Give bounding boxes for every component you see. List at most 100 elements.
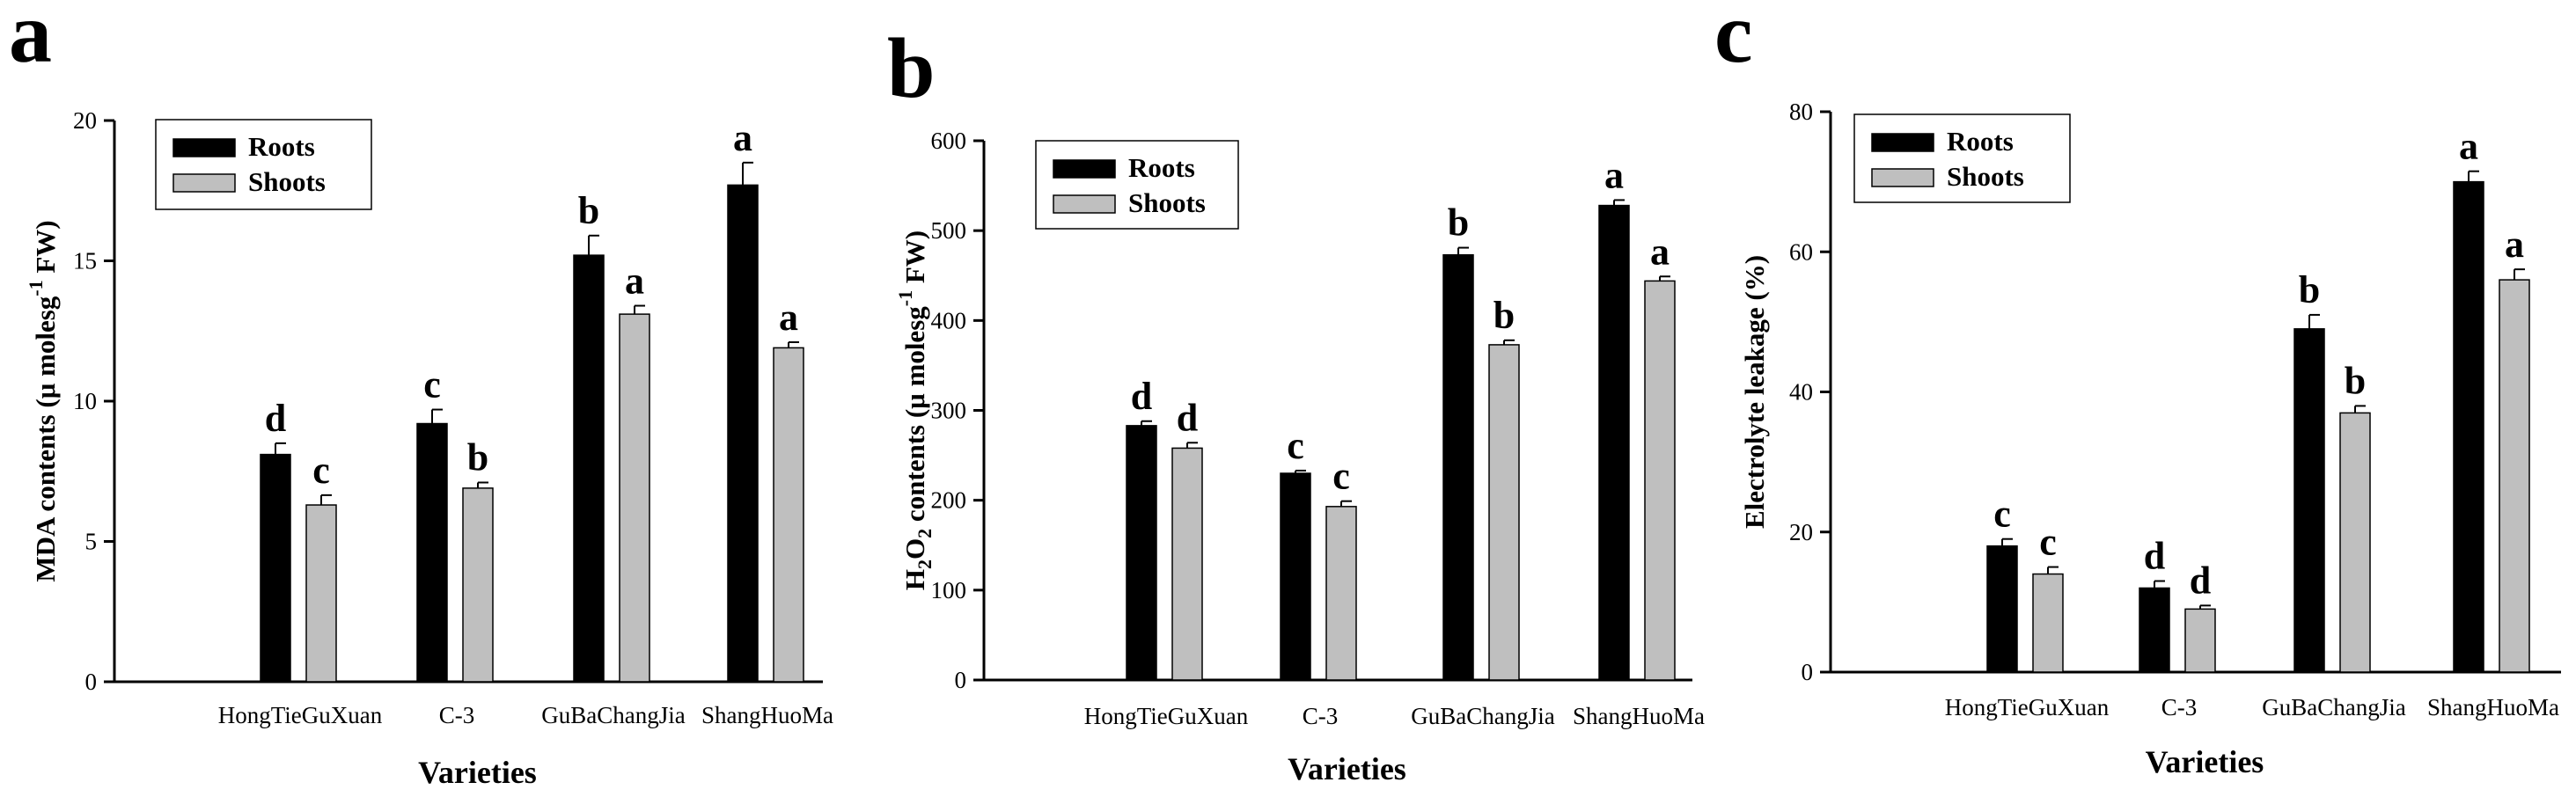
legend-label: Roots <box>1128 152 1195 183</box>
x-tick-label: GuBaChangJia <box>541 702 685 728</box>
bar-roots <box>1280 472 1311 681</box>
y-tick-label: 5 <box>85 529 98 555</box>
bar-shoots <box>619 313 650 683</box>
y-label-text: FW) <box>899 230 930 290</box>
legend-swatch-shoots <box>1871 168 1934 187</box>
significance-label: a <box>625 260 644 303</box>
bar-roots <box>1442 254 1474 681</box>
x-tick-label: HongTieGuXuan <box>1945 694 2110 720</box>
significance-label: d <box>2144 534 2165 577</box>
x-tick-label: GuBaChangJia <box>2262 694 2405 720</box>
significance-label: d <box>1131 375 1152 418</box>
bar-shoots <box>462 487 494 683</box>
y-axis-label: MDA contents (μ molesg-1 FW) <box>25 220 61 581</box>
bar-roots <box>2453 180 2484 673</box>
x-tick-label: HongTieGuXuan <box>1084 703 1249 729</box>
y-tick-label: 80 <box>1789 99 1813 125</box>
bar-shoots <box>2184 608 2216 673</box>
significance-label: b <box>1493 294 1515 337</box>
legend-box <box>1853 113 2071 203</box>
legend-box <box>155 119 372 210</box>
x-tick-label: C-3 <box>439 702 475 728</box>
y-tick-label: 20 <box>1789 519 1813 545</box>
significance-label: a <box>2459 125 2478 168</box>
y-tick-label: 600 <box>931 128 967 154</box>
significance-label: a <box>1604 153 1624 196</box>
y-tick-label: 10 <box>73 388 97 414</box>
chart-panel-a: a 0 5 10 15 20 HongTieGuXuan C-3 GuBaChangJia Sha… <box>9 0 833 790</box>
bar-shoots <box>1488 344 1520 681</box>
y-label-subscript: 2 <box>914 559 936 569</box>
x-axis-label: Varieties <box>1288 751 1406 786</box>
panel-letter: a <box>9 0 52 81</box>
legend-box <box>1035 140 1239 230</box>
significance-label: b <box>467 436 488 479</box>
y-tick-label: 100 <box>931 577 967 603</box>
significance-label: a <box>2505 223 2524 266</box>
y-tick-label: 500 <box>931 217 967 244</box>
bar-shoots <box>1325 506 1357 681</box>
legend: Roots Shoots <box>1853 113 2071 203</box>
y-label-text: FW) <box>30 220 61 280</box>
y-label-text: contents (μ molesg <box>899 306 930 529</box>
bar-roots <box>1986 545 2018 673</box>
bar-roots <box>1126 425 1157 681</box>
bar-roots <box>727 184 759 683</box>
significance-label: d <box>2190 559 2211 602</box>
chart-panel-c: c 0 20 40 60 80 HongTieGuXuan C-3 GuBaChangJia Sh… <box>1714 0 2561 779</box>
y-label-superscript: -1 <box>25 280 47 296</box>
bar-roots <box>260 453 291 683</box>
y-tick-label: 200 <box>931 487 967 514</box>
bar-shoots <box>1171 447 1203 681</box>
significance-label: b <box>2345 359 2366 402</box>
bar-roots <box>1598 204 1630 681</box>
significance-label: a <box>1650 230 1670 273</box>
significance-label: c <box>1287 424 1304 467</box>
significance-label: b <box>1448 201 1469 245</box>
legend-swatch-roots <box>1053 159 1116 179</box>
y-tick-label: 0 <box>85 669 98 695</box>
y-tick-label: 0 <box>955 667 967 693</box>
x-axis-label: Varieties <box>2146 744 2264 779</box>
significance-label: b <box>578 189 599 232</box>
y-label-superscript: -1 <box>894 290 916 306</box>
significance-label: a <box>733 116 752 159</box>
bar-shoots <box>2499 279 2530 673</box>
bar-shoots <box>2339 412 2371 673</box>
x-tick-label: HongTieGuXuan <box>218 702 383 728</box>
y-label-subscript: 2 <box>914 529 936 538</box>
y-label-text: Electrolyte leakage (%) <box>1739 255 1770 529</box>
bar-shoots <box>305 504 337 683</box>
x-tick-label: GuBaChangJia <box>1411 703 1554 729</box>
y-tick-label: 15 <box>73 248 97 274</box>
bar-roots <box>573 254 605 683</box>
significance-label: c <box>2039 521 2057 564</box>
panel-letter: c <box>1714 0 1753 81</box>
y-tick-label: 40 <box>1789 379 1813 406</box>
significance-label: a <box>779 296 798 339</box>
y-axis-label: H2O2 contents (μ molesg-1 FW) <box>894 230 936 590</box>
bar-shoots <box>773 347 804 683</box>
significance-label: c <box>312 449 330 492</box>
bar-shoots <box>2032 573 2064 673</box>
legend: Roots Shoots <box>1035 140 1239 230</box>
y-label-text: H <box>899 569 930 590</box>
x-tick-label: ShangHuoMa <box>701 702 833 728</box>
x-tick-label: ShangHuoMa <box>2427 694 2559 720</box>
legend-swatch-roots <box>1871 133 1934 152</box>
legend: Roots Shoots <box>155 119 372 210</box>
legend-label: Shoots <box>248 166 326 197</box>
legend-label: Shoots <box>1128 187 1206 218</box>
significance-label: d <box>265 397 286 440</box>
significance-label: b <box>2299 268 2320 311</box>
y-tick-label: 300 <box>931 398 967 424</box>
panel-letter: b <box>887 21 936 116</box>
y-axis-label: Electrolyte leakage (%) <box>1739 255 1770 529</box>
y-label-text: MDA contents (μ molesg <box>30 296 61 581</box>
x-tick-label: C-3 <box>2161 694 2198 720</box>
bar-shoots <box>1644 280 1676 681</box>
x-axis-label: Varieties <box>418 755 537 790</box>
legend-label: Roots <box>1947 126 2014 157</box>
y-tick-label: 400 <box>931 307 967 333</box>
